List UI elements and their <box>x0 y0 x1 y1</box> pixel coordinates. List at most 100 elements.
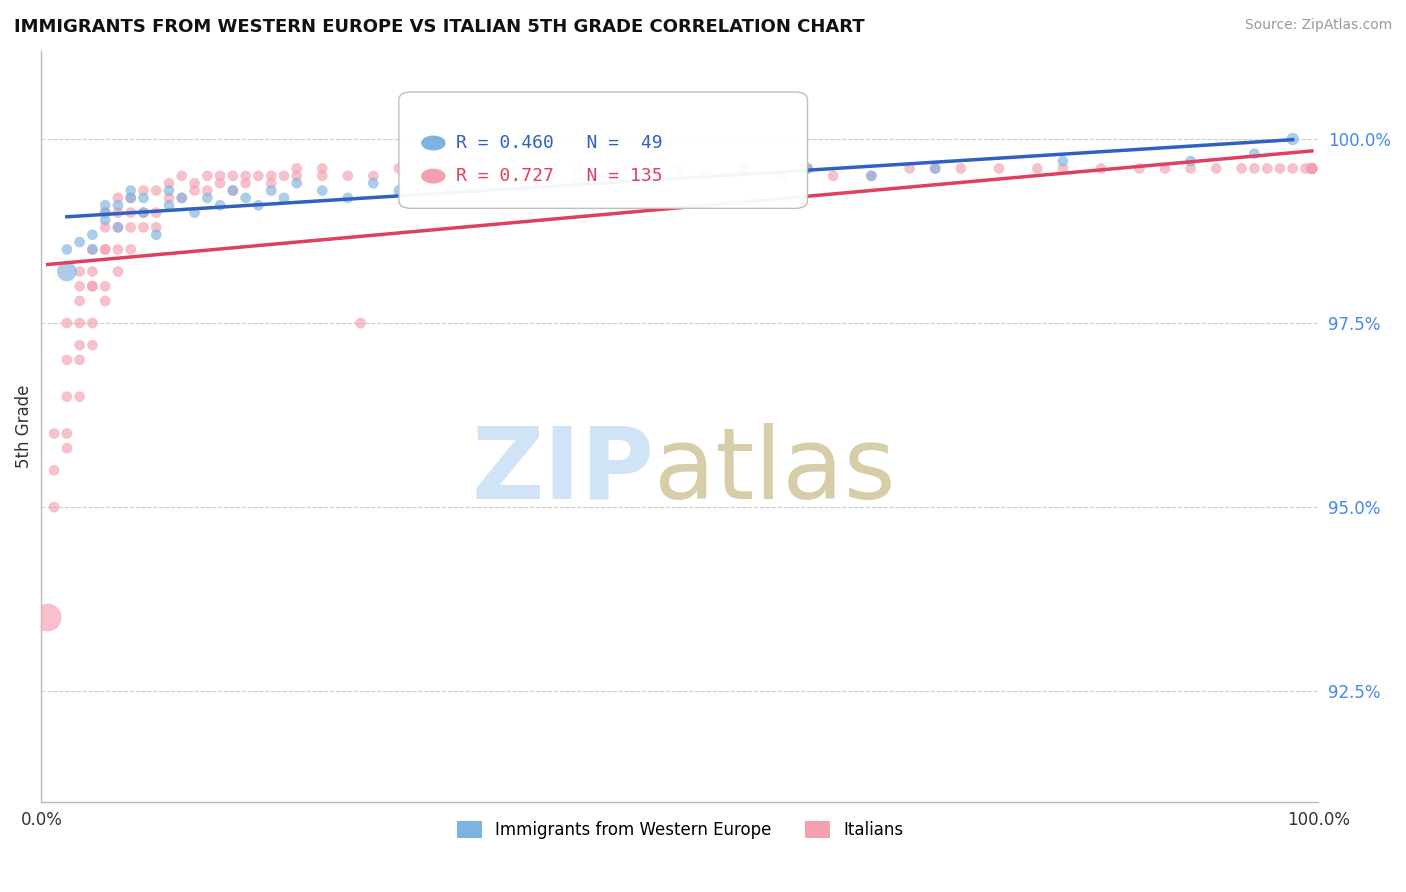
Point <box>388 184 411 198</box>
Point <box>1301 161 1323 176</box>
Point <box>336 169 359 183</box>
Point <box>695 169 717 183</box>
Point <box>1301 161 1323 176</box>
Point <box>157 176 180 190</box>
Point <box>157 184 180 198</box>
Point <box>42 463 65 477</box>
Point <box>120 220 142 235</box>
Point <box>120 184 142 198</box>
Point <box>311 184 333 198</box>
Point <box>413 169 436 183</box>
Point <box>311 169 333 183</box>
Point <box>69 316 91 330</box>
Point <box>94 220 117 235</box>
Point <box>567 176 589 190</box>
Point <box>924 161 946 176</box>
Point <box>69 293 91 308</box>
Point <box>1301 161 1323 176</box>
Point <box>733 161 755 176</box>
Point <box>195 191 218 205</box>
Point <box>247 198 270 212</box>
Point <box>132 205 155 219</box>
Point <box>898 161 921 176</box>
Point <box>209 176 232 190</box>
Point <box>235 176 257 190</box>
Point <box>94 243 117 257</box>
Point <box>107 220 129 235</box>
Point <box>949 161 972 176</box>
Point <box>516 161 538 176</box>
Point <box>1052 161 1074 176</box>
Point <box>82 316 104 330</box>
Point <box>56 264 79 278</box>
Point <box>69 279 91 293</box>
Legend: Immigrants from Western Europe, Italians: Immigrants from Western Europe, Italians <box>450 814 910 846</box>
Text: Source: ZipAtlas.com: Source: ZipAtlas.com <box>1244 18 1392 32</box>
Point <box>924 161 946 176</box>
Point <box>285 169 308 183</box>
Point <box>260 184 283 198</box>
Point <box>145 205 167 219</box>
Point <box>82 338 104 352</box>
Point <box>1243 146 1265 161</box>
Point <box>1301 161 1323 176</box>
Point <box>56 243 79 257</box>
Point <box>1301 161 1323 176</box>
Point <box>413 176 436 190</box>
Point <box>157 198 180 212</box>
Point <box>1180 161 1202 176</box>
Point <box>260 176 283 190</box>
Point <box>209 169 232 183</box>
Point <box>643 169 665 183</box>
Point <box>132 191 155 205</box>
Point <box>56 390 79 404</box>
Point <box>222 184 245 198</box>
Point <box>1090 161 1112 176</box>
Text: R = 0.460   N =  49: R = 0.460 N = 49 <box>457 134 664 152</box>
Point <box>489 169 512 183</box>
Point <box>94 213 117 227</box>
Point <box>1301 161 1323 176</box>
Point <box>541 169 564 183</box>
Point <box>69 235 91 249</box>
Point <box>273 169 295 183</box>
Point <box>516 176 538 190</box>
Point <box>195 169 218 183</box>
Point <box>464 169 486 183</box>
Point <box>643 176 665 190</box>
Point <box>1230 161 1253 176</box>
Point <box>988 161 1011 176</box>
Point <box>1268 161 1291 176</box>
Point <box>349 316 371 330</box>
Point <box>69 352 91 367</box>
Point <box>285 161 308 176</box>
Point <box>1301 161 1323 176</box>
Point <box>94 243 117 257</box>
Text: ZIP: ZIP <box>471 423 654 520</box>
Point <box>132 220 155 235</box>
Point <box>145 220 167 235</box>
Point <box>82 264 104 278</box>
Point <box>157 191 180 205</box>
Point <box>733 161 755 176</box>
Point <box>69 264 91 278</box>
Point <box>183 184 205 198</box>
Point <box>69 338 91 352</box>
Point <box>260 169 283 183</box>
Point <box>1301 161 1323 176</box>
Point <box>311 161 333 176</box>
Point <box>669 161 692 176</box>
FancyBboxPatch shape <box>399 92 807 209</box>
Point <box>42 426 65 441</box>
Point <box>222 169 245 183</box>
Point <box>439 184 461 198</box>
Point <box>120 191 142 205</box>
Point <box>388 161 411 176</box>
Point <box>42 500 65 515</box>
Point <box>1301 161 1323 176</box>
Point <box>37 610 59 624</box>
Point <box>1301 161 1323 176</box>
Point <box>541 169 564 183</box>
Point <box>363 169 385 183</box>
Point <box>1301 161 1323 176</box>
